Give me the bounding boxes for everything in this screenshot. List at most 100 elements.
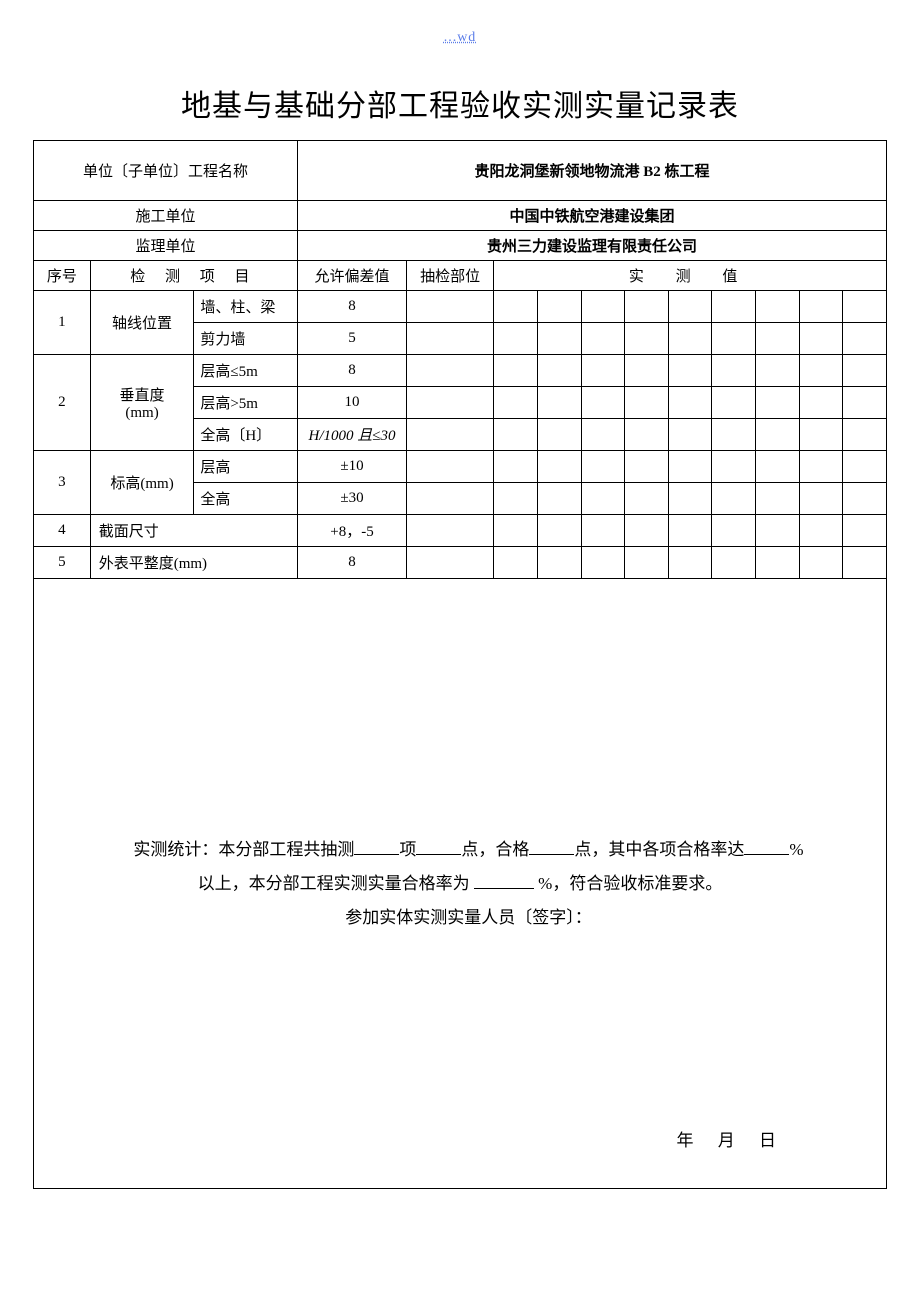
cell-measured (581, 291, 625, 323)
cell-seq: 2 (34, 355, 91, 451)
cell-measured (625, 547, 669, 579)
cell-measured (581, 483, 625, 515)
cell-measured (494, 515, 538, 547)
cell-category: 截面尺寸 (90, 515, 297, 547)
cell-measured (625, 419, 669, 451)
cell-measured (756, 515, 800, 547)
summary-line-3: 参加实体实测实量人员〔签字〕： (36, 901, 884, 935)
cell-subitem: 层高>5m (194, 387, 298, 419)
col-measured: 实 测 值 (494, 261, 887, 291)
cell-measured (799, 547, 843, 579)
cell-measured (668, 451, 712, 483)
cell-measured (625, 387, 669, 419)
cell-subitem: 层高 (194, 451, 298, 483)
cell-measured (712, 515, 756, 547)
cell-measured (843, 387, 887, 419)
cell-tolerance: +8，-5 (297, 515, 406, 547)
cell-measured (537, 419, 581, 451)
cell-measured (843, 483, 887, 515)
cell-measured (494, 387, 538, 419)
summary-cell: 实测统计：本分部工程共抽测项点，合格点，其中各项合格率达% 以上，本分部工程实测… (34, 579, 887, 1189)
cell-location (407, 515, 494, 547)
cell-category: 外表平整度(mm) (90, 547, 297, 579)
summary-line-1: 实测统计：本分部工程共抽测项点，合格点，其中各项合格率达% (36, 833, 884, 867)
cell-measured (756, 355, 800, 387)
cell-measured (537, 355, 581, 387)
cell-measured (712, 291, 756, 323)
info-label: 单位〔子单位〕工程名称 (34, 141, 298, 201)
cell-tolerance: 10 (297, 387, 406, 419)
cell-measured (494, 291, 538, 323)
cell-category: 轴线位置 (90, 291, 194, 355)
cell-tolerance: ±10 (297, 451, 406, 483)
cell-subitem: 全高〔H〕 (194, 419, 298, 451)
cell-measured (581, 451, 625, 483)
cell-measured (581, 387, 625, 419)
cell-measured (843, 355, 887, 387)
cell-measured (537, 291, 581, 323)
cell-tolerance: H/1000 且≤30 (297, 419, 406, 451)
cell-tolerance: 5 (297, 323, 406, 355)
cell-measured (843, 547, 887, 579)
cell-measured (537, 515, 581, 547)
cell-measured (712, 323, 756, 355)
cell-measured (756, 387, 800, 419)
cell-seq: 3 (34, 451, 91, 515)
cell-measured (756, 419, 800, 451)
cell-seq: 1 (34, 291, 91, 355)
cell-measured (712, 387, 756, 419)
cell-measured (537, 483, 581, 515)
cell-measured (843, 419, 887, 451)
cell-measured (625, 323, 669, 355)
info-value: 中国中铁航空港建设集团 (297, 201, 886, 231)
cell-measured (799, 291, 843, 323)
cell-measured (581, 323, 625, 355)
cell-subitem: 全高 (194, 483, 298, 515)
cell-measured (668, 323, 712, 355)
cell-measured (494, 355, 538, 387)
cell-tolerance: ±30 (297, 483, 406, 515)
cell-measured (799, 323, 843, 355)
date-line: 年 月 日 (677, 1124, 787, 1158)
cell-measured (668, 515, 712, 547)
col-item: 检 测 项 目 (90, 261, 297, 291)
cell-location (407, 355, 494, 387)
cell-measured (843, 515, 887, 547)
cell-location (407, 323, 494, 355)
record-table: 单位〔子单位〕工程名称 贵阳龙洞堡新领地物流港 B2 栋工程 施工单位 中国中铁… (33, 140, 887, 1189)
cell-subitem: 墙、柱、梁 (194, 291, 298, 323)
cell-measured (668, 483, 712, 515)
cell-location (407, 483, 494, 515)
cell-measured (799, 451, 843, 483)
cell-measured (712, 355, 756, 387)
header-mark: ...wd (0, 0, 920, 61)
cell-measured (581, 355, 625, 387)
cell-location (407, 451, 494, 483)
cell-measured (537, 387, 581, 419)
summary-line-2: 以上，本分部工程实测实量合格率为 %，符合验收标准要求。 (36, 867, 884, 901)
cell-measured (668, 355, 712, 387)
cell-measured (581, 515, 625, 547)
cell-measured (756, 483, 800, 515)
cell-tolerance: 8 (297, 291, 406, 323)
cell-location (407, 547, 494, 579)
cell-measured (799, 419, 843, 451)
cell-measured (494, 483, 538, 515)
cell-measured (625, 483, 669, 515)
cell-measured (799, 387, 843, 419)
cell-measured (799, 515, 843, 547)
cell-seq: 5 (34, 547, 91, 579)
cell-subitem: 层高≤5m (194, 355, 298, 387)
cell-tolerance: 8 (297, 547, 406, 579)
cell-measured (537, 451, 581, 483)
cell-measured (712, 451, 756, 483)
cell-measured (625, 515, 669, 547)
cell-category: 标高(mm) (90, 451, 194, 515)
cell-measured (799, 355, 843, 387)
cell-measured (668, 387, 712, 419)
col-seq: 序号 (34, 261, 91, 291)
col-loc: 抽检部位 (407, 261, 494, 291)
cell-measured (843, 291, 887, 323)
cell-location (407, 291, 494, 323)
cell-category: 垂直度(mm) (90, 355, 194, 451)
